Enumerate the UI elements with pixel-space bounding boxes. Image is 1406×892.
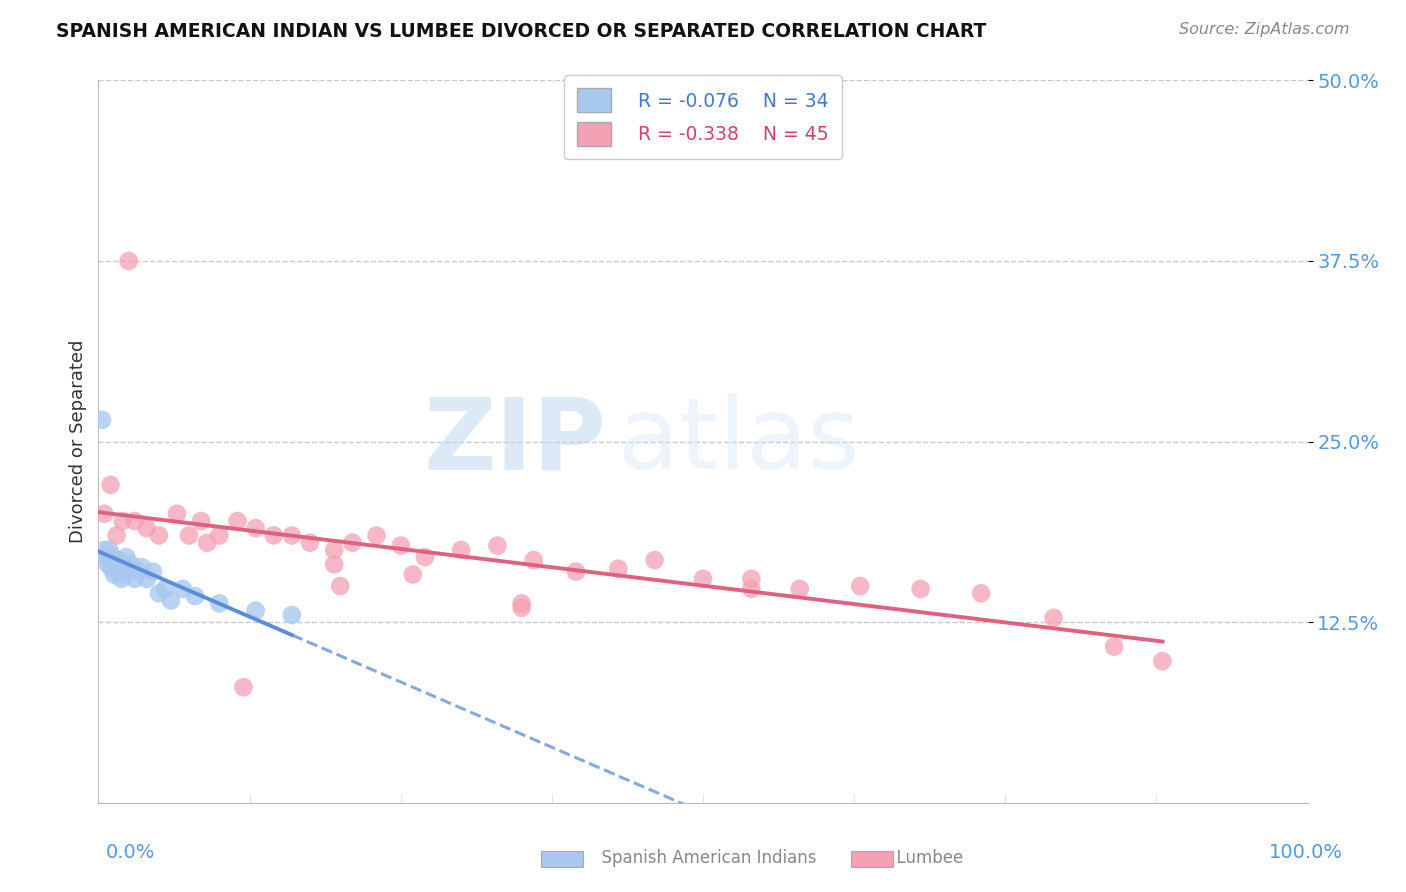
Point	[179, 528, 201, 542]
Text: 100.0%: 100.0%	[1268, 843, 1343, 862]
Point	[692, 572, 714, 586]
Point	[108, 565, 131, 579]
Point	[105, 560, 128, 574]
Point	[166, 507, 188, 521]
Text: SPANISH AMERICAN INDIAN VS LUMBEE DIVORCED OR SEPARATED CORRELATION CHART: SPANISH AMERICAN INDIAN VS LUMBEE DIVORC…	[56, 22, 987, 41]
Point	[245, 604, 267, 618]
Point	[100, 562, 122, 576]
Point	[195, 535, 218, 549]
Point	[98, 542, 121, 557]
Point	[111, 560, 134, 574]
Point	[607, 562, 630, 576]
Point	[329, 579, 352, 593]
Text: Spanish American Indians: Spanish American Indians	[591, 849, 815, 867]
Point	[644, 553, 666, 567]
Point	[91, 413, 114, 427]
Point	[131, 560, 153, 574]
Point	[413, 550, 436, 565]
Point	[323, 542, 346, 557]
Point	[849, 579, 872, 593]
Point	[135, 572, 157, 586]
Point	[104, 558, 127, 572]
Point	[342, 535, 364, 549]
Point	[107, 553, 129, 567]
Point	[510, 596, 533, 610]
Point	[108, 558, 131, 572]
Point	[93, 507, 115, 521]
Point	[120, 558, 142, 572]
Point	[103, 567, 125, 582]
Point	[263, 528, 285, 542]
Point	[232, 680, 254, 694]
Point	[190, 514, 212, 528]
Point	[101, 550, 124, 565]
Text: Lumbee: Lumbee	[886, 849, 963, 867]
Point	[486, 539, 509, 553]
Point	[1102, 640, 1125, 654]
Point	[910, 582, 932, 596]
Point	[208, 596, 231, 610]
Point	[226, 514, 249, 528]
Point	[740, 572, 762, 586]
Point	[111, 514, 134, 528]
Point	[789, 582, 811, 596]
Point	[115, 550, 138, 565]
Legend:   R = -0.076    N = 34,   R = -0.338    N = 45: R = -0.076 N = 34, R = -0.338 N = 45	[564, 75, 842, 159]
Point	[114, 565, 136, 579]
Point	[160, 593, 183, 607]
Point	[565, 565, 588, 579]
Point	[112, 567, 135, 582]
Point	[740, 582, 762, 596]
Point	[299, 535, 322, 549]
Point	[118, 253, 141, 268]
Point	[366, 528, 388, 542]
Point	[93, 542, 115, 557]
Point	[100, 478, 122, 492]
Point	[172, 582, 194, 596]
Point	[510, 600, 533, 615]
Point	[281, 528, 304, 542]
Point	[184, 589, 207, 603]
Point	[105, 528, 128, 542]
Point	[110, 572, 132, 586]
Point	[245, 521, 267, 535]
Point	[323, 558, 346, 572]
Point	[281, 607, 304, 622]
Text: ZIP: ZIP	[423, 393, 606, 490]
Point	[1152, 654, 1174, 668]
Point	[118, 562, 141, 576]
Point	[450, 542, 472, 557]
Text: Source: ZipAtlas.com: Source: ZipAtlas.com	[1180, 22, 1350, 37]
Point	[389, 539, 412, 553]
Point	[124, 514, 146, 528]
Point	[148, 528, 170, 542]
Text: 0.0%: 0.0%	[105, 843, 155, 862]
Y-axis label: Divorced or Separated: Divorced or Separated	[69, 340, 87, 543]
Point	[1042, 611, 1064, 625]
Point	[135, 521, 157, 535]
Text: atlas: atlas	[619, 393, 860, 490]
Point	[148, 586, 170, 600]
Point	[142, 565, 165, 579]
Point	[970, 586, 993, 600]
Point	[402, 567, 425, 582]
Point	[100, 553, 122, 567]
Point	[96, 550, 118, 565]
Point	[97, 558, 120, 572]
Point	[124, 572, 146, 586]
Point	[127, 565, 149, 579]
Point	[523, 553, 546, 567]
Point	[208, 528, 231, 542]
Point	[153, 582, 176, 596]
